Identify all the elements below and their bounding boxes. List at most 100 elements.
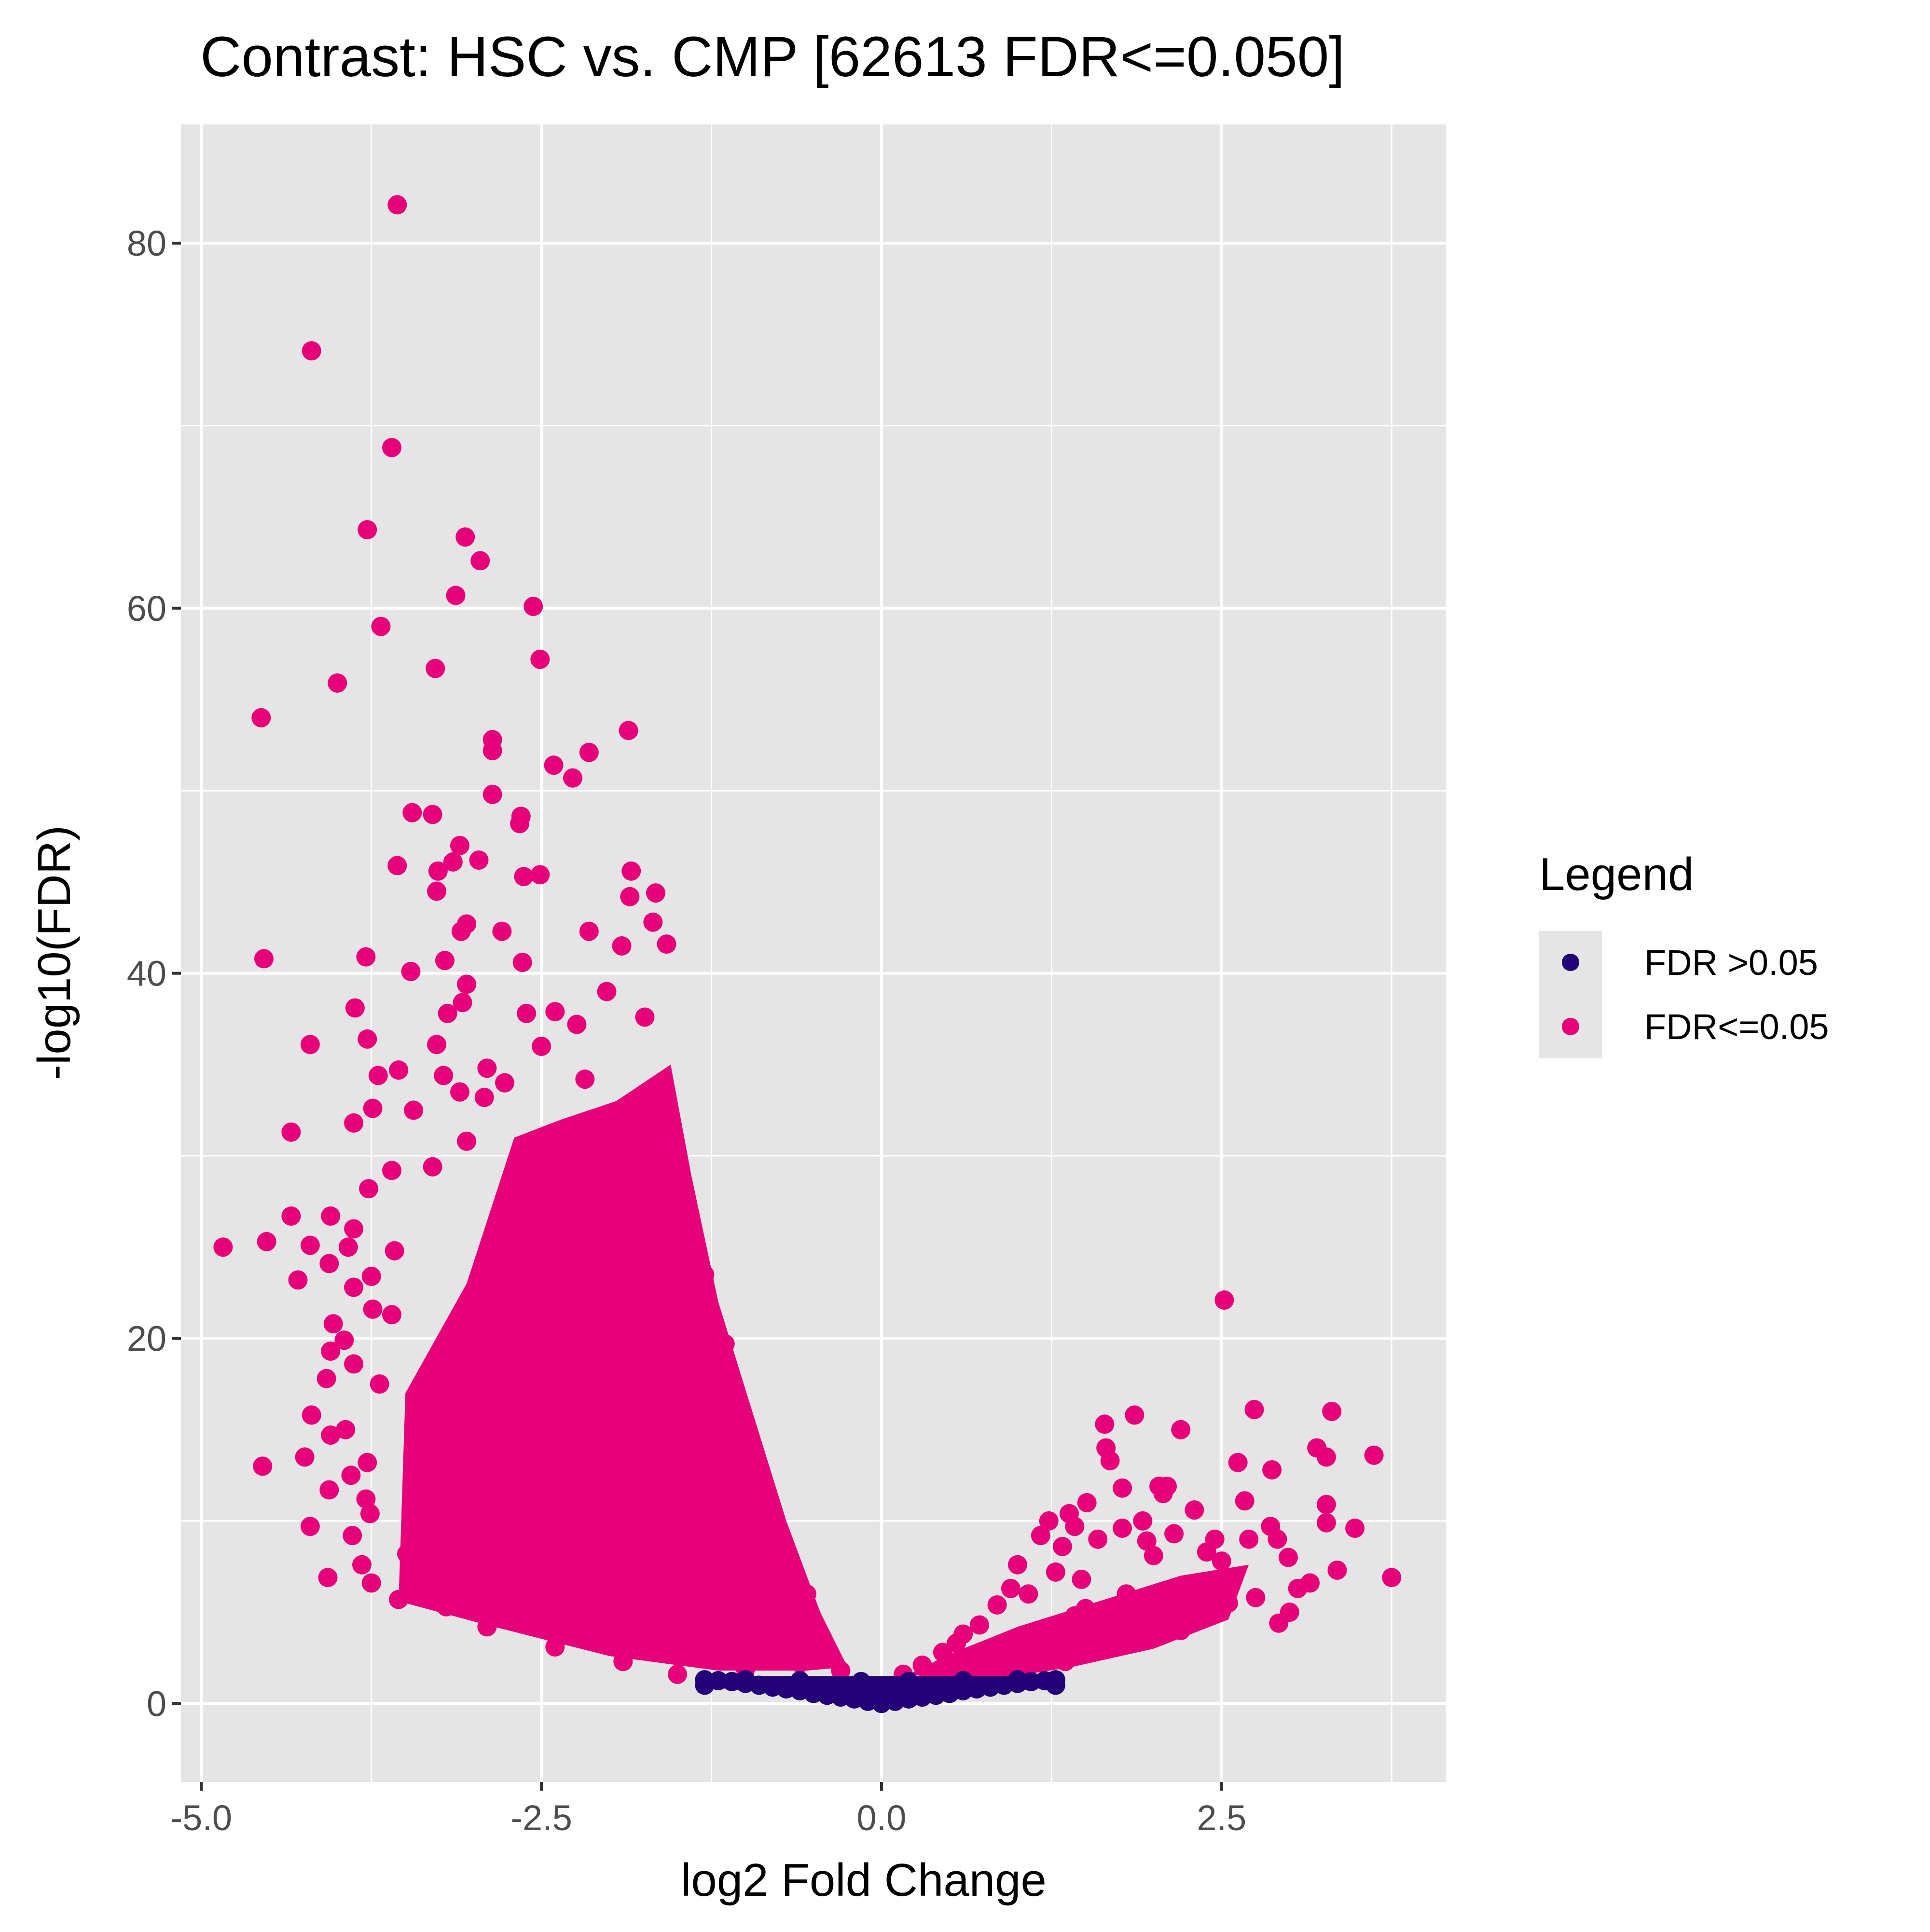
- significant-points: [213, 195, 1402, 1684]
- point-fdr-le-0-05: [317, 1369, 336, 1388]
- point-fdr-le-0-05: [371, 617, 391, 636]
- legend-label-fdr-le-0-05: FDR<=0.05: [1644, 1007, 1829, 1047]
- point-fdr-le-0-05: [1117, 1584, 1136, 1604]
- point-fdr-le-0-05: [358, 1452, 377, 1472]
- x-axis-title: log2 Fold Change: [681, 1854, 1047, 1906]
- point-fdr-le-0-05: [363, 1098, 383, 1118]
- point-fdr-le-0-05: [1007, 1555, 1027, 1575]
- point-fdr-le-0-05: [559, 1548, 579, 1567]
- point-fdr-le-0-05: [1327, 1561, 1347, 1580]
- point-fdr-le-0-05: [1065, 1517, 1085, 1536]
- significant-points-dense-left: [399, 1064, 848, 1671]
- point-fdr-le-0-05: [790, 1654, 810, 1673]
- point-fdr-le-0-05: [1244, 1400, 1264, 1420]
- point-fdr-le-0-05: [1133, 1511, 1153, 1531]
- point-fdr-le-0-05: [1218, 1593, 1238, 1613]
- point-fdr-le-0-05: [1322, 1401, 1342, 1421]
- legend-title: Legend: [1539, 849, 1694, 900]
- point-fdr-le-0-05: [1268, 1529, 1287, 1549]
- point-fdr-le-0-05: [933, 1643, 952, 1662]
- point-fdr-le-0-05: [579, 921, 599, 941]
- y-tick-label: 20: [127, 1318, 166, 1358]
- point-fdr-le-0-05: [1300, 1573, 1320, 1593]
- point-fdr-le-0-05: [912, 1655, 932, 1675]
- point-fdr-le-0-05: [1205, 1529, 1225, 1549]
- legend: Legend FDR >0.05 FDR<=0.05: [1539, 849, 1829, 1058]
- point-fdr-le-0-05: [457, 1131, 477, 1151]
- point-fdr-le-0-05: [1171, 1420, 1191, 1439]
- x-axis: -5.0 -2.5 0.0 2.5: [171, 1782, 1246, 1838]
- point-fdr-le-0-05: [729, 1438, 748, 1458]
- point-fdr-le-0-05: [387, 195, 407, 215]
- point-fdr-le-0-05: [336, 1420, 356, 1439]
- point-fdr-le-0-05: [450, 1082, 469, 1102]
- point-fdr-le-0-05: [434, 1066, 454, 1085]
- point-fdr-le-0-05: [1052, 1536, 1072, 1556]
- point-fdr-le-0-05: [613, 1146, 633, 1166]
- point-fdr-le-0-05: [321, 1206, 341, 1226]
- point-fdr-le-0-05: [695, 1265, 715, 1285]
- point-fdr-le-0-05: [1246, 1588, 1266, 1607]
- point-fdr-le-0-05: [446, 586, 466, 605]
- point-fdr-le-0-05: [643, 912, 663, 932]
- point-fdr-le-0-05: [450, 1383, 469, 1403]
- point-fdr-le-0-05: [482, 740, 502, 760]
- point-fdr-le-0-05: [492, 921, 512, 941]
- point-fdr-le-0-05: [1055, 1652, 1075, 1672]
- point-fdr-le-0-05: [1035, 1631, 1055, 1651]
- point-fdr-le-0-05: [450, 836, 469, 855]
- point-fdr-le-0-05: [344, 1113, 364, 1133]
- point-fdr-le-0-05: [1191, 1578, 1211, 1598]
- point-fdr-le-0-05: [495, 1073, 515, 1093]
- point-fdr-le-0-05: [387, 856, 407, 876]
- legend-key-background: [1539, 931, 1602, 1058]
- point-fdr-le-0-05: [281, 1206, 301, 1226]
- point-fdr-le-0-05: [319, 1480, 339, 1500]
- point-fdr-le-0-05: [370, 1374, 389, 1394]
- point-fdr-le-0-05: [1125, 1405, 1144, 1425]
- point-fdr-le-0-05: [409, 1548, 429, 1567]
- point-fdr-le-0-05: [530, 865, 550, 885]
- point-fdr-le-0-05: [385, 1241, 404, 1261]
- point-fdr-le-0-05: [436, 1597, 456, 1617]
- point-fdr-le-0-05: [382, 1161, 401, 1180]
- point-fdr-le-0-05: [1164, 1524, 1184, 1544]
- point-fdr-le-0-05: [251, 708, 271, 727]
- point-fdr-le-0-05: [1158, 1599, 1177, 1618]
- point-fdr-le-0-05: [634, 1237, 653, 1257]
- point-fdr-le-0-05: [457, 974, 477, 994]
- point-fdr-le-0-05: [352, 1555, 372, 1575]
- point-fdr-le-0-05: [338, 1237, 358, 1257]
- point-fdr-le-0-05: [579, 742, 599, 762]
- point-fdr-le-0-05: [1345, 1519, 1365, 1538]
- point-fdr-le-0-05: [477, 1617, 497, 1637]
- point-fdr-le-0-05: [517, 1003, 537, 1023]
- point-fdr-le-0-05: [613, 1652, 633, 1672]
- point-fdr-le-0-05: [1316, 1494, 1336, 1514]
- point-fdr-le-0-05: [1316, 1447, 1336, 1467]
- point-fdr-le-0-05: [423, 805, 442, 824]
- point-fdr-le-0-05: [363, 1299, 383, 1319]
- point-fdr-le-0-05: [341, 1466, 361, 1485]
- point-fdr-le-0-05: [281, 1122, 301, 1142]
- point-fdr-le-0-05: [619, 721, 638, 740]
- point-fdr-le-0-05: [715, 1334, 735, 1354]
- y-tick-label: 40: [127, 954, 166, 994]
- x-tick-label: 0.0: [857, 1798, 907, 1838]
- x-tick-label: -2.5: [510, 1798, 572, 1838]
- point-fdr-le-0-05: [257, 1232, 276, 1251]
- point-fdr-le-0-05: [1095, 1414, 1115, 1434]
- point-fdr-le-0-05: [572, 1228, 592, 1248]
- point-fdr-gt-0-05: [1046, 1675, 1065, 1695]
- point-fdr-le-0-05: [708, 1603, 728, 1622]
- point-fdr-le-0-05: [358, 1029, 377, 1049]
- point-fdr-le-0-05: [627, 1588, 647, 1607]
- point-fdr-le-0-05: [969, 1615, 989, 1635]
- point-fdr-le-0-05: [253, 1456, 273, 1476]
- point-fdr-le-0-05: [681, 1529, 701, 1549]
- point-fdr-le-0-05: [524, 597, 543, 617]
- point-fdr-le-0-05: [300, 1235, 320, 1255]
- legend-label-fdr-gt-0-05: FDR >0.05: [1644, 943, 1818, 983]
